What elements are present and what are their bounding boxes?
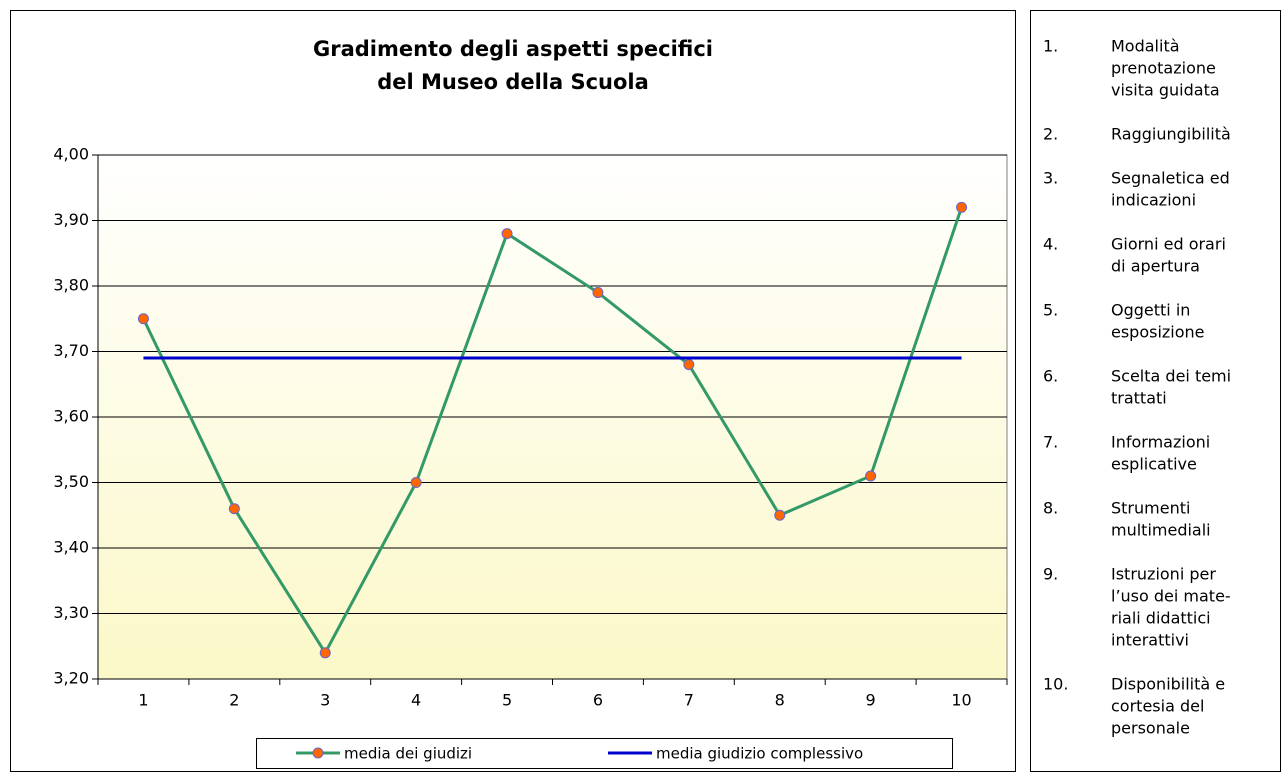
y-tick-label: 3,80 bbox=[53, 276, 89, 295]
item-text: di apertura bbox=[1111, 257, 1200, 276]
x-tick-label: 1 bbox=[138, 691, 148, 710]
data-point bbox=[410, 477, 422, 488]
x-tick-label: 6 bbox=[593, 691, 603, 710]
x-tick-label: 10 bbox=[951, 691, 971, 710]
y-tick-label: 4,00 bbox=[53, 145, 89, 164]
side-panel bbox=[1030, 10, 1281, 772]
x-tick-label: 5 bbox=[502, 691, 512, 710]
x-tick-label: 4 bbox=[411, 691, 421, 710]
data-point bbox=[319, 647, 331, 659]
item-text: Modalità bbox=[1111, 37, 1180, 56]
item-text: Raggiungibilità bbox=[1111, 125, 1231, 144]
y-tick-label: 3,30 bbox=[53, 603, 89, 622]
x-tick-label: 3 bbox=[320, 691, 330, 710]
item-text: Informazioni bbox=[1111, 433, 1210, 452]
chart-title: Gradimento degli aspetti specifici bbox=[313, 37, 713, 61]
data-point bbox=[137, 313, 149, 325]
data-point bbox=[228, 503, 240, 515]
item-text: multimediali bbox=[1111, 521, 1211, 540]
item-number: 4. bbox=[1043, 235, 1058, 254]
item-text: Oggetti in bbox=[1111, 301, 1190, 320]
item-number: 9. bbox=[1043, 565, 1058, 584]
data-point bbox=[865, 470, 877, 482]
data-point bbox=[592, 287, 604, 299]
item-text: interattivi bbox=[1111, 631, 1189, 650]
item-number: 10. bbox=[1043, 675, 1068, 694]
data-point bbox=[683, 359, 695, 371]
x-tick-label: 8 bbox=[775, 691, 785, 710]
item-text: trattati bbox=[1111, 389, 1167, 408]
legend-label: media giudizio complessivo bbox=[656, 745, 863, 763]
y-tick-label: 3,90 bbox=[53, 210, 89, 229]
data-point bbox=[501, 228, 513, 240]
data-point bbox=[774, 509, 786, 521]
item-text: Strumenti bbox=[1111, 499, 1190, 518]
chart-title: del Museo della Scuola bbox=[377, 70, 649, 94]
item-text: indicazioni bbox=[1111, 191, 1196, 210]
item-number: 8. bbox=[1043, 499, 1058, 518]
data-point bbox=[956, 201, 968, 213]
y-tick-label: 3,70 bbox=[53, 341, 89, 360]
item-number: 5. bbox=[1043, 301, 1058, 320]
item-text: riali didattici bbox=[1111, 609, 1211, 628]
x-tick-label: 2 bbox=[229, 691, 239, 710]
item-number: 2. bbox=[1043, 125, 1058, 144]
item-text: esposizione bbox=[1111, 323, 1205, 342]
y-tick-label: 3,50 bbox=[53, 472, 89, 491]
item-text: Disponibilità e bbox=[1111, 675, 1225, 694]
item-number: 6. bbox=[1043, 367, 1058, 386]
legend-marker bbox=[312, 747, 324, 759]
item-text: l’uso dei mate- bbox=[1111, 587, 1231, 606]
item-text: Giorni ed orari bbox=[1111, 235, 1226, 254]
item-text: Scelta dei temi bbox=[1111, 367, 1231, 386]
legend-box bbox=[256, 738, 953, 769]
x-tick-label: 7 bbox=[684, 691, 694, 710]
item-text: Istruzioni per bbox=[1111, 565, 1216, 584]
item-text: cortesia del bbox=[1111, 697, 1204, 716]
item-number: 1. bbox=[1043, 37, 1058, 56]
item-number: 7. bbox=[1043, 433, 1058, 452]
item-text: visita guidata bbox=[1111, 81, 1220, 100]
y-tick-label: 3,40 bbox=[53, 538, 89, 557]
y-tick-label: 3,20 bbox=[53, 669, 89, 688]
x-tick-label: 9 bbox=[866, 691, 876, 710]
item-number: 3. bbox=[1043, 169, 1058, 188]
y-tick-label: 3,60 bbox=[53, 407, 89, 426]
legend-label: media dei giudizi bbox=[344, 745, 472, 763]
item-text: personale bbox=[1111, 719, 1190, 738]
item-text: Segnaletica ed bbox=[1111, 169, 1230, 188]
series-line bbox=[142, 206, 963, 656]
item-text: esplicative bbox=[1111, 455, 1197, 474]
item-text: prenotazione bbox=[1111, 59, 1216, 78]
